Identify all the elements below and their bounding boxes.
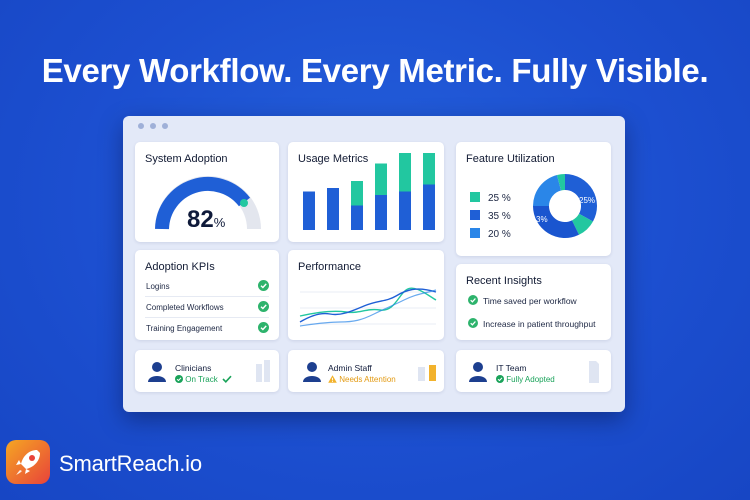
usage-bar-chart: [303, 153, 435, 230]
check-circle-icon: [496, 375, 504, 383]
donut-slice-top: [557, 173, 565, 191]
document-icon: [589, 361, 599, 383]
legend-item-3: 20 %: [470, 228, 511, 240]
insight-label-1: Time saved per workflow: [483, 296, 577, 306]
legend-label-1: 25 %: [488, 193, 511, 204]
gauge-fill: [155, 176, 251, 230]
usage-bar-teal-5: [399, 153, 411, 192]
user-avatar-icon: [469, 362, 487, 382]
donut-label-left: 3%: [536, 215, 548, 224]
adoption-gauge: [155, 176, 261, 230]
role-mini-bar-1: [256, 364, 262, 382]
performance-series-teal: [299, 287, 437, 317]
kpi-label-training-engagement: Training Engagement: [146, 324, 223, 333]
role-mini-bar-1: [418, 367, 425, 381]
performance-line-chart: [299, 287, 437, 327]
check-circle-icon: [468, 318, 478, 328]
usage-bar-teal-4: [375, 163, 387, 195]
kpi-label-logins: Logins: [146, 282, 170, 291]
user-avatar-icon: [303, 362, 321, 382]
insight-label-2: Increase in patient throughput: [483, 319, 596, 329]
role-status-label-it-team: Fully Adopted: [506, 375, 555, 384]
legend-label-3: 20 %: [488, 229, 511, 240]
legend-item-2: 35 %: [470, 210, 511, 222]
system-adoption-title: System Adoption: [145, 153, 228, 165]
role-status-label-admin-staff: Needs Attention: [339, 375, 396, 384]
kpi-row-logins[interactable]: Logins: [145, 277, 269, 297]
donut-label-right: 25%: [579, 196, 595, 205]
donut-slice-bottom: [533, 206, 579, 239]
adoption-kpis-card[interactable]: Adoption KPIs Logins Completed Workflows…: [135, 250, 279, 340]
usage-bar-teal-3: [351, 181, 363, 206]
role-card-clinicians[interactable]: Clinicians On Track: [135, 350, 279, 392]
window-titlebar: [123, 116, 625, 136]
donut-slice-right: [565, 174, 598, 222]
kpi-row-training-engagement[interactable]: Training Engagement: [145, 319, 269, 339]
role-status-label-clinicians: On Track: [185, 375, 218, 384]
usage-bar-blue-6: [423, 184, 435, 230]
teal-swatch-icon: [470, 192, 480, 202]
usage-bar-blue-1: [303, 191, 315, 230]
usage-bar-blue-3: [351, 205, 363, 230]
role-name-clinicians: Clinicians: [175, 363, 212, 373]
window-dot-1[interactable]: [138, 123, 144, 129]
usage-bar-teal-6: [423, 153, 435, 185]
brand-logo[interactable]: [6, 440, 50, 484]
role-card-admin-staff[interactable]: Admin Staff Needs Attention: [288, 350, 444, 392]
adoption-value: 82%: [187, 206, 225, 234]
role-name-it-team: IT Team: [496, 363, 527, 373]
performance-title: Performance: [298, 261, 361, 273]
legend-label-2: 35 %: [488, 211, 511, 222]
gauge-marker: [240, 199, 248, 207]
usage-metrics-card[interactable]: Usage Metrics: [288, 142, 444, 242]
headline: Every Workflow. Every Metric. Fully Visi…: [41, 52, 709, 89]
window-dot-3[interactable]: [162, 123, 168, 129]
user-avatar-icon: [148, 362, 166, 382]
donut-slice-teal: [572, 213, 593, 235]
adoption-value-unit: %: [213, 215, 226, 230]
role-card-it-team[interactable]: IT Team Fully Adopted: [456, 350, 611, 392]
usage-bar-blue-4: [375, 195, 387, 230]
system-adoption-card[interactable]: System Adoption 82%: [135, 142, 279, 242]
check-circle-icon: [258, 280, 269, 291]
feature-utilization-card[interactable]: Feature Utilization 25 % 35 % 20 % 3% 25…: [456, 142, 611, 256]
window-dot-2[interactable]: [150, 123, 156, 129]
kpi-label-completed-workflows: Completed Workflows: [146, 303, 224, 312]
role-status-it-team: Fully Adopted: [496, 375, 555, 384]
brand-name: SmartReach.io: [59, 451, 202, 476]
light-blue-swatch-icon: [470, 228, 480, 238]
dashboard-window: System Adoption 82% Usage Metrics Featur…: [123, 116, 625, 412]
performance-series-blue: [299, 288, 437, 323]
usage-metrics-title: Usage Metrics: [298, 153, 369, 165]
role-mini-bar-2: [429, 365, 436, 381]
performance-series-light: [299, 289, 437, 327]
feature-donut-chart: 3% 25%: [533, 173, 598, 239]
rocket-logo-icon: [6, 440, 50, 484]
checkmark-icon: [222, 375, 232, 383]
adoption-value-number: 82: [187, 206, 214, 233]
role-mini-bar-2: [264, 360, 270, 382]
check-circle-icon: [468, 295, 478, 305]
feature-utilization-title: Feature Utilization: [466, 153, 555, 165]
legend-item-1: 25 %: [470, 192, 511, 204]
performance-card[interactable]: Performance: [288, 250, 444, 340]
warning-icon: [328, 375, 337, 383]
role-status-clinicians: On Track: [175, 375, 232, 384]
role-status-admin-staff: Needs Attention: [328, 375, 396, 384]
recent-insights-card[interactable]: Recent Insights Time saved per workflow …: [456, 264, 611, 340]
blue-swatch-icon: [470, 210, 480, 220]
check-circle-icon: [175, 375, 183, 383]
recent-insights-title: Recent Insights: [466, 275, 542, 287]
usage-bar-blue-2: [327, 188, 339, 230]
usage-bar-blue-5: [399, 191, 411, 230]
adoption-kpis-title: Adoption KPIs: [145, 261, 215, 273]
check-circle-icon: [258, 322, 269, 333]
role-name-admin-staff: Admin Staff: [328, 363, 372, 373]
kpi-row-completed-workflows[interactable]: Completed Workflows: [145, 298, 269, 318]
donut-slice-left: [533, 175, 561, 206]
check-circle-icon: [258, 301, 269, 312]
